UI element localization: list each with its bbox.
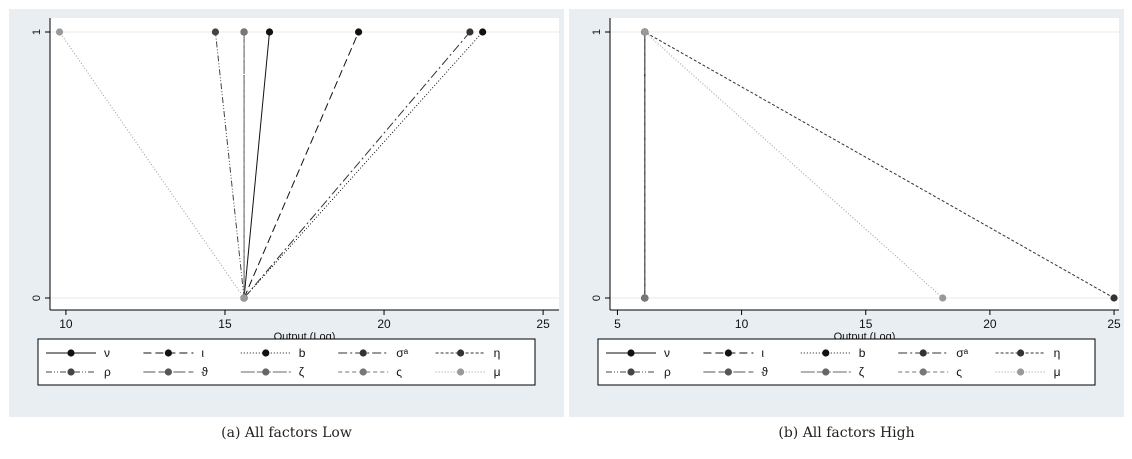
chart-a-plot-area <box>50 18 559 310</box>
chart-a-legend-marker-6 <box>164 368 172 376</box>
chart-a-series-line-3 <box>243 31 471 299</box>
chart-a-legend-marker-1 <box>164 349 172 357</box>
chart-b-ytick-label-1: 1 <box>591 29 603 35</box>
chart-b-legend-marker-9 <box>1017 368 1025 376</box>
chart-a-series-point-3-1 <box>466 28 474 36</box>
chart-a-legend-label-6: ϑ <box>201 365 208 379</box>
chart-b-legend-label-5: ρ <box>664 365 671 379</box>
chart-a-legend-marker-2 <box>262 349 270 357</box>
chart-b-legend-marker-6 <box>724 368 732 376</box>
chart-a-series-point-9-1 <box>55 28 64 36</box>
chart-b-ytick-label-0: 0 <box>591 295 603 301</box>
chart-a-xtick-label-2: 20 <box>377 317 391 331</box>
chart-b-legend-label-7: ζ <box>859 365 865 379</box>
chart-a-series-point-8-1 <box>240 28 248 36</box>
chart-b-legend-marker-5 <box>627 368 635 376</box>
chart-a-series-line-0 <box>243 31 271 299</box>
chart-b-legend-label-0: ν <box>664 346 670 360</box>
chart-b-series-point-9-0 <box>939 294 947 302</box>
chart-a-xtick-label-0: 10 <box>59 317 73 331</box>
chart-a-series-line-1 <box>243 31 360 299</box>
chart-b-xtick-label-2: 15 <box>859 317 873 331</box>
chart-b-plot-area <box>610 18 1119 310</box>
chart-a-xtick-label-3: 25 <box>536 317 550 331</box>
chart-b-legend-label-3: σᵃ <box>956 346 968 360</box>
chart-a-legend-label-7: ζ <box>299 365 305 379</box>
chart-b-xtick-label-3: 20 <box>983 317 997 331</box>
chart-b-series-point-9-1 <box>641 28 649 36</box>
chart-b-legend-label-4: η <box>1054 346 1061 360</box>
chart-b-legend-marker-1 <box>724 349 732 357</box>
chart-b-legend-label-6: ϑ <box>761 365 768 379</box>
chart-a-legend-label-2: b <box>299 346 306 360</box>
chart-a-legend-label-3: σᵃ <box>396 346 408 360</box>
chart-a-series-point-0-1 <box>265 28 274 36</box>
chart-b-legend-label-9: μ <box>1054 365 1061 379</box>
chart-b-legend-label-1: ι <box>761 346 764 360</box>
caption-a: (a) All factors Low <box>221 425 352 441</box>
chart-b-legend-marker-0 <box>627 349 635 357</box>
chart-a-ytick-label-1: 1 <box>31 29 43 35</box>
chart-a-legend-marker-8 <box>359 368 367 376</box>
chart-b-xtick-label-1: 10 <box>735 317 749 331</box>
chart-a-legend <box>37 338 536 386</box>
chart-panel-a: 0 1 10 15 20 25 Output (Log) ν ι b σᵃ η ρ ϑ ζ ς μ <box>9 9 564 417</box>
chart-b-series-point-4-0 <box>1110 294 1118 302</box>
chart-b-legend-label-2: b <box>859 346 866 360</box>
chart-a-series-line-2 <box>243 31 484 299</box>
chart-a-legend-marker-5 <box>67 368 75 376</box>
chart-b-legend-marker-7 <box>822 368 830 376</box>
chart-b-legend-marker-8 <box>919 368 927 376</box>
chart-a-xtick-label-1: 15 <box>218 317 232 331</box>
chart-a-series-line-5 <box>214 31 245 299</box>
chart-b-legend-marker-4 <box>1017 349 1025 357</box>
chart-a-legend-label-5: ρ <box>104 365 111 379</box>
chart-a-legend-label-0: ν <box>104 346 110 360</box>
chart-panel-b: 0 1 5 10 15 20 25 Output (Log) ν ι b σᵃ η ρ ϑ ζ ς μ <box>569 9 1124 417</box>
chart-a-series-point-5-1 <box>211 28 220 36</box>
chart-a-legend-label-4: η <box>494 346 501 360</box>
chart-b-legend-marker-3 <box>919 349 927 357</box>
chart-a-legend-marker-7 <box>262 368 270 376</box>
chart-b-xtick-label-4: 25 <box>1107 317 1121 331</box>
chart-a-series-point-1-1 <box>354 28 363 36</box>
chart-a-legend-marker-3 <box>359 349 367 357</box>
chart-b-series-line-9 <box>644 31 944 299</box>
chart-b-xtick-label-0: 5 <box>614 317 621 331</box>
chart-b-legend <box>597 338 1096 386</box>
chart-b-legend-label-8: ς <box>956 365 962 379</box>
chart-b-series-point-8-0 <box>641 294 649 302</box>
chart-a-series-point-9-0 <box>240 294 248 302</box>
chart-a-legend-marker-4 <box>457 349 465 357</box>
chart-a-series-point-2-1 <box>479 28 487 36</box>
chart-a-legend-label-9: μ <box>494 365 501 379</box>
chart-a-ytick-label-0: 0 <box>31 295 43 301</box>
chart-a-legend-marker-0 <box>67 349 75 357</box>
caption-b: (b) All factors High <box>778 425 915 441</box>
chart-a-legend-marker-9 <box>457 368 465 376</box>
chart-b-legend-marker-2 <box>822 349 830 357</box>
chart-a-legend-label-1: ι <box>201 346 204 360</box>
chart-a-legend-label-8: ς <box>396 365 402 379</box>
